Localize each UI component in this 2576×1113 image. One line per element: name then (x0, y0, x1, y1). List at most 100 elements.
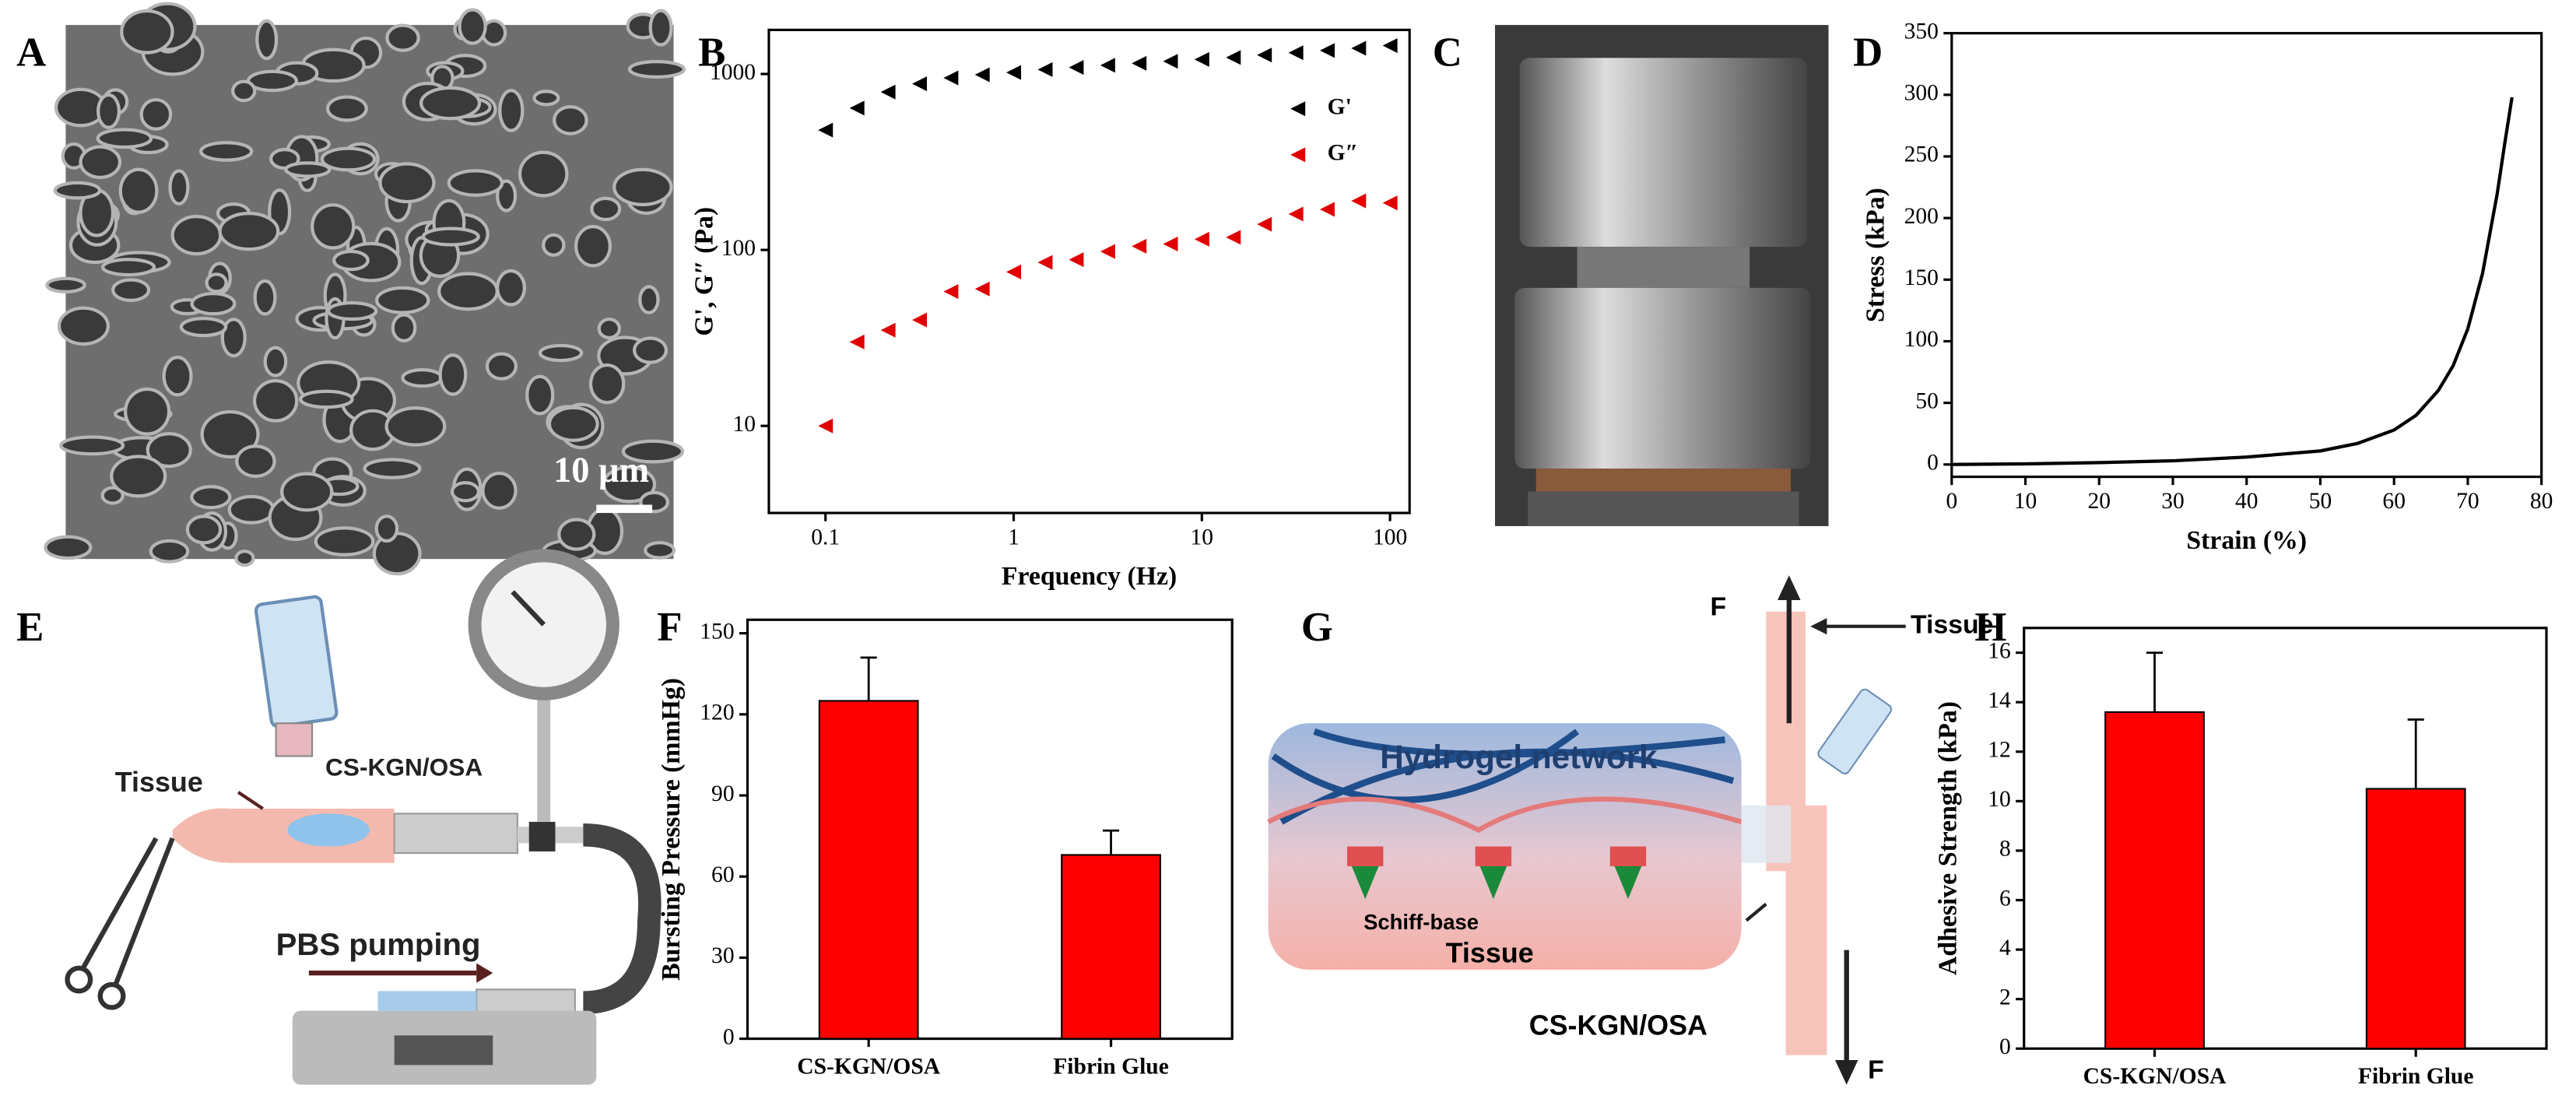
adhesion-diagram (1267, 575, 1906, 1085)
point (1037, 61, 1053, 77)
error-bar (2407, 718, 2424, 789)
panel-label: G (1301, 605, 1333, 650)
pore (299, 389, 354, 409)
pore (391, 313, 417, 342)
pore (227, 494, 275, 525)
pore (146, 432, 192, 469)
point (1069, 60, 1084, 75)
y-tick-label: 50 (1915, 388, 1939, 413)
plot-frame (2023, 627, 2548, 1050)
point (1132, 238, 1147, 254)
plot-frame (746, 618, 1234, 1041)
bar (2365, 788, 2466, 1050)
legend-label: G' (1328, 95, 1352, 120)
point (1351, 193, 1367, 209)
pore (220, 318, 247, 358)
pore (437, 272, 499, 311)
x-tick-label: 80 (2530, 489, 2553, 514)
point (1194, 51, 1209, 67)
pore (205, 272, 228, 293)
pore (96, 128, 153, 149)
pore (124, 387, 171, 436)
x-tick-label: 70 (2456, 489, 2479, 514)
point (943, 70, 959, 86)
sem-image (44, 2, 686, 576)
pore (538, 343, 584, 363)
y-tick-label: 30 (711, 943, 735, 968)
pore (481, 471, 518, 510)
pore (627, 60, 686, 79)
y-tick-label: 90 (711, 781, 735, 806)
point (1100, 244, 1115, 259)
pore (101, 258, 156, 277)
point (1163, 237, 1178, 252)
pore (496, 179, 518, 212)
y-tick-label: 300 (1904, 81, 1939, 106)
point (1006, 264, 1022, 279)
point (943, 284, 959, 300)
pore (326, 300, 378, 321)
pore (190, 292, 237, 316)
x-tick-label: 20 (2088, 489, 2111, 514)
plot-frame (1950, 32, 2543, 479)
point (1351, 40, 1367, 56)
point (1006, 65, 1022, 80)
point (912, 76, 928, 92)
pore (325, 95, 368, 122)
pore (120, 9, 174, 54)
pore (638, 285, 660, 314)
panel-label: C (1433, 30, 1462, 75)
point (1319, 43, 1335, 58)
point (1382, 195, 1398, 211)
pore (597, 318, 621, 340)
y-axis-label: Bursting Pressure (mmHg) (657, 678, 686, 981)
pore (588, 363, 626, 405)
point (880, 84, 896, 100)
pore (97, 93, 121, 129)
x-tick-label: 100 (1373, 525, 1407, 550)
y-tick-label: 150 (1904, 265, 1939, 290)
point (974, 67, 990, 83)
point (1132, 55, 1147, 71)
point (818, 418, 834, 434)
point (1257, 47, 1272, 63)
diagram-label: F (1868, 1055, 1884, 1085)
panel-label: H (1974, 605, 2006, 650)
y-tick-label: 1000 (710, 60, 756, 85)
y-tick-label: 120 (700, 700, 734, 725)
legend-marker (1290, 101, 1306, 117)
pore (139, 98, 173, 131)
point (880, 322, 896, 338)
pore (557, 518, 596, 551)
pore (255, 19, 279, 61)
x-axis-label: Strain (%) (2186, 526, 2307, 555)
x-tick-label: 10 (1191, 525, 1214, 550)
x-tick-label: Fibrin Glue (2358, 1064, 2474, 1089)
burst-test-diagram (65, 549, 662, 1085)
y-axis-label: G', G″ (Pa) (690, 207, 718, 336)
diagram-label: Tissue (1446, 937, 1534, 968)
point (1037, 255, 1053, 270)
y-tick-label: 8 (1999, 837, 2011, 862)
pore (199, 141, 254, 162)
bar (818, 700, 919, 1040)
pore (59, 435, 125, 456)
pore (363, 458, 422, 479)
panel-label: E (16, 605, 44, 650)
scale-bar (596, 504, 653, 514)
pore (100, 486, 125, 505)
y-tick-label: 150 (700, 619, 734, 644)
y-tick-label: 10 (732, 412, 756, 437)
y-tick-label: 12 (1988, 738, 2011, 763)
x-tick-label: 60 (2382, 489, 2406, 514)
pore (53, 181, 102, 200)
pore (498, 89, 525, 132)
scale-bar-label: 10 μm (553, 451, 649, 490)
pore (547, 406, 599, 442)
pore (438, 353, 468, 396)
point (818, 122, 834, 138)
point (1194, 231, 1209, 247)
pore (518, 150, 569, 198)
error-bar (860, 656, 877, 701)
y-tick-label: 100 (1904, 327, 1939, 352)
